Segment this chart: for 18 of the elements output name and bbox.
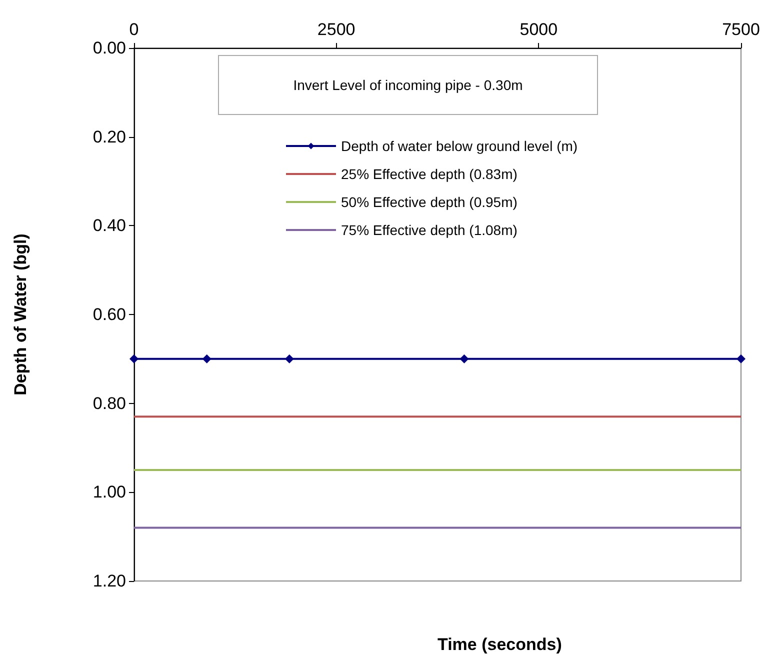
x-tick-label: 2500 — [317, 20, 356, 39]
x-axis-title: Time (seconds) — [438, 635, 562, 654]
legend-label: Depth of water below ground level (m) — [341, 138, 578, 154]
y-tick-label: 1.00 — [92, 482, 126, 502]
x-tick-label: 0 — [129, 20, 139, 39]
y-tick-label: 0.60 — [92, 305, 126, 324]
x-tick-label: 5000 — [520, 20, 558, 39]
x-tick-label: 7500 — [722, 20, 760, 39]
y-axis-title: Depth of Water (bgl) — [11, 234, 30, 396]
y-tick-label: 0.00 — [92, 38, 126, 58]
y-tick-label: 1.20 — [92, 572, 126, 590]
legend-label: 25% Effective depth (0.83m) — [341, 166, 518, 182]
legend-label: 75% Effective depth (1.08m) — [341, 222, 518, 238]
y-tick-label: 0.20 — [92, 127, 126, 146]
legend-label: 50% Effective depth (0.95m) — [341, 194, 518, 210]
y-tick-label: 0.80 — [92, 394, 126, 413]
y-tick-label: 0.40 — [92, 216, 126, 236]
text-box: Invert Level of incoming pipe - 0.30m — [218, 55, 598, 115]
